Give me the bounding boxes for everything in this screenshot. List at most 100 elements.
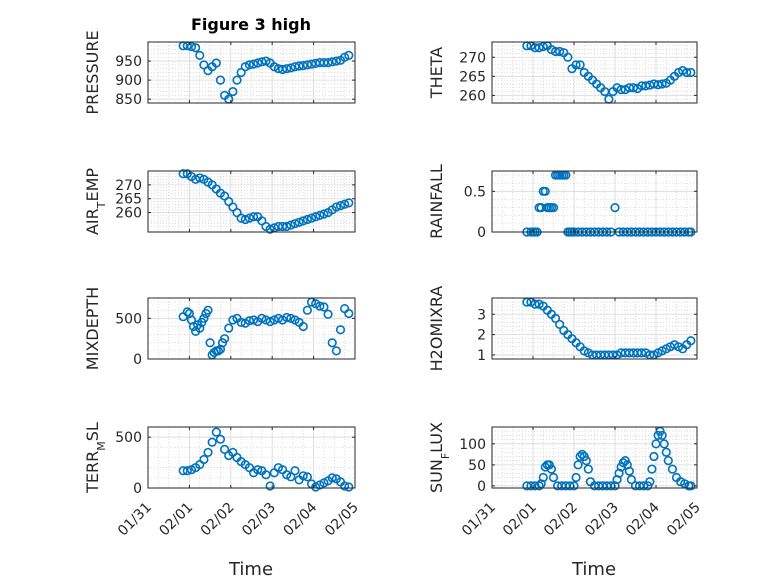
- data-point: [228, 86, 238, 97]
- data-point: [550, 313, 561, 323]
- data-point: [581, 456, 591, 466]
- data-point: [335, 201, 346, 211]
- data-point: [215, 75, 226, 85]
- x-axis-label-left: Time: [228, 559, 273, 580]
- y-tick-label: 1: [477, 348, 486, 364]
- data-point: [248, 212, 259, 222]
- data-point: [610, 203, 620, 213]
- data-point: [657, 79, 667, 89]
- y-axis-label: SUNFLUX: [427, 422, 452, 493]
- data-point: [203, 447, 213, 458]
- data-point: [649, 451, 659, 462]
- data-point: [538, 41, 548, 52]
- data-point: [530, 481, 540, 491]
- data-point: [186, 41, 197, 52]
- y-tick-label: 0: [477, 225, 486, 241]
- data-point: [311, 212, 321, 222]
- data-point: [344, 482, 354, 492]
- data-point: [290, 219, 300, 229]
- data-point: [555, 319, 565, 330]
- data-point: [344, 308, 354, 319]
- data-point: [290, 466, 300, 476]
- subplot-6: 1 2 3 H2OMIXRA: [427, 286, 698, 371]
- data-point: [331, 346, 341, 356]
- data-point: [327, 57, 337, 67]
- data-point: [302, 472, 312, 482]
- x-tick-label: 01/31: [459, 500, 499, 540]
- data-point: [302, 214, 312, 225]
- y-axis-label: TERRMSL: [83, 422, 108, 494]
- data-point: [211, 427, 221, 437]
- data-point: [298, 471, 308, 481]
- data-point: [624, 466, 634, 476]
- data-point: [211, 58, 221, 68]
- data-point: [315, 210, 325, 220]
- subplot-7: 0 500 TERRMSL 01/31 02/01 02/02 02/03 02/04 02/0…: [83, 422, 362, 539]
- data-point: [344, 198, 354, 208]
- data-point: [616, 85, 626, 95]
- data-point: [555, 46, 565, 57]
- data-point: [286, 63, 296, 73]
- y-tick-label: 100: [459, 437, 486, 453]
- data-point: [657, 430, 667, 441]
- data-point: [323, 309, 333, 319]
- data-point: [344, 50, 354, 60]
- data-point: [261, 470, 271, 480]
- data-point: [530, 299, 540, 309]
- data-point: [277, 221, 288, 232]
- y-tick-label: 0: [477, 479, 486, 495]
- data-point: [253, 465, 263, 475]
- subplot-1: 850 900 950 PRESSURE: [83, 30, 356, 115]
- data-point: [323, 57, 333, 68]
- x-axis-label-right: Time: [571, 559, 616, 580]
- data-point: [546, 464, 557, 474]
- data-point: [290, 62, 300, 72]
- data-point: [207, 437, 217, 447]
- data-point: [645, 477, 655, 487]
- data-point: [653, 80, 663, 90]
- data-point: [298, 216, 308, 226]
- data-point: [294, 217, 304, 227]
- data-point: [257, 313, 267, 323]
- y-tick-label: 50: [468, 458, 486, 474]
- subplot-2: 260 265 270 THETA: [427, 41, 698, 104]
- subplot-5: 0 500 MIXDEPTH: [83, 287, 356, 370]
- data-point: [195, 173, 205, 183]
- x-tick-label: 02/02: [198, 500, 238, 540]
- data-point: [248, 315, 259, 325]
- x-tick-label: 02/03: [582, 500, 622, 540]
- data-point: [548, 472, 559, 483]
- data-point: [639, 481, 649, 491]
- y-tick-label: 3: [477, 307, 486, 323]
- axes-box: [147, 41, 356, 104]
- data-point: [331, 202, 341, 212]
- data-point: [571, 472, 581, 483]
- data-point: [534, 43, 544, 53]
- y-tick-label: 0.5: [464, 184, 486, 200]
- figure-title: Figure 3 high: [191, 15, 311, 34]
- x-tick-label: 02/04: [281, 499, 321, 539]
- y-tick-label: 900: [115, 73, 142, 89]
- data-point: [686, 67, 696, 78]
- data-point: [257, 57, 267, 67]
- y-tick-label: 500: [115, 311, 142, 327]
- data-point: [182, 307, 192, 317]
- axes-box: [491, 426, 698, 489]
- subplot-4: 0 0.5 RAINFALL: [427, 164, 698, 241]
- data-point: [647, 464, 657, 474]
- axes-box: [147, 426, 356, 489]
- data-point: [286, 472, 296, 482]
- y-tick-label: 850: [115, 92, 142, 108]
- y-tick-label: 500: [115, 430, 142, 446]
- data-point: [569, 481, 579, 491]
- data-point: [663, 456, 673, 466]
- data-point: [277, 64, 288, 75]
- data-point: [319, 302, 329, 312]
- data-point: [248, 59, 259, 69]
- data-point: [548, 203, 559, 213]
- data-point: [306, 213, 317, 223]
- data-point: [199, 454, 209, 465]
- y-tick-label: 270: [459, 50, 486, 66]
